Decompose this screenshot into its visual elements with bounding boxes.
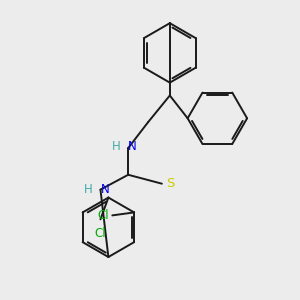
Text: H: H [112,140,120,152]
Text: N: N [128,140,137,152]
Text: H: H [84,183,92,196]
Text: Cl: Cl [98,209,109,222]
Text: Cl: Cl [95,227,106,240]
Text: N: N [100,183,109,196]
Text: S: S [166,177,174,190]
